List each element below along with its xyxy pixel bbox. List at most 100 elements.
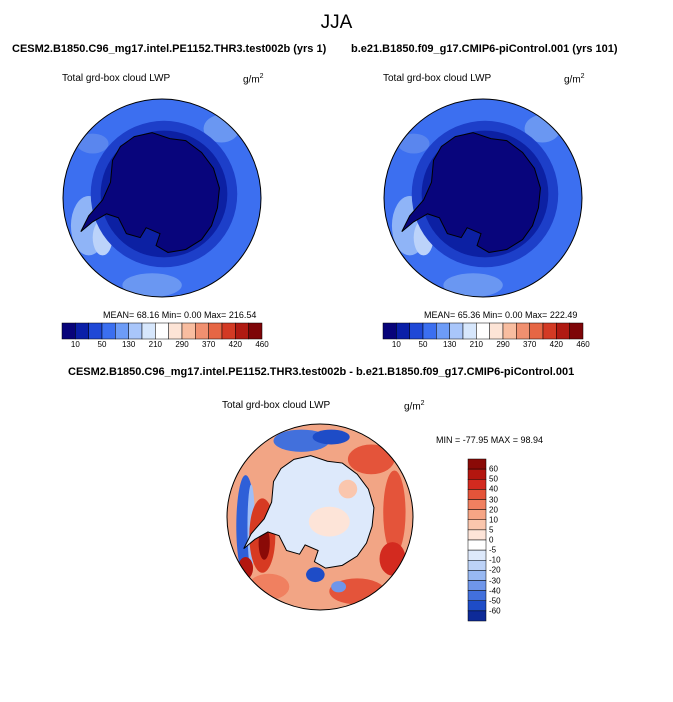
colorbar-tick-label: -50	[489, 596, 501, 606]
colorbar-box	[436, 322, 450, 340]
colorbar-box	[248, 322, 263, 340]
left-variable-label: Total grd-box cloud LWP	[62, 73, 171, 84]
colorbar-tick-label: 420	[228, 340, 243, 349]
map-field	[63, 99, 261, 297]
map-field	[227, 424, 413, 610]
colorbar-tick-label: 210	[148, 340, 163, 349]
colorbar-box	[462, 322, 477, 340]
colorbar-tick-label: 370	[201, 340, 216, 349]
colorbar-box	[88, 322, 103, 340]
colorbar-box	[235, 322, 249, 340]
left-map	[62, 98, 262, 298]
colorbar-tick-label: 50	[489, 474, 498, 484]
field-patch	[76, 133, 109, 154]
colorbar-box	[542, 322, 557, 340]
colorbar-box	[467, 549, 487, 561]
colorbar-tick-label: 290	[175, 340, 189, 349]
colorbar-box	[101, 322, 116, 340]
right-case-title: b.e21.B1850.f09_g17.CMIP6-piControl.001 …	[351, 43, 618, 55]
colorbar-box	[467, 529, 487, 541]
colorbar-tick-label: 130	[121, 340, 136, 349]
right-stats: MEAN= 65.36 Min= 0.00 Max= 222.49	[424, 310, 578, 320]
colorbar-box	[467, 610, 487, 622]
diff-variable-label: Total grd-box cloud LWP	[222, 400, 331, 411]
field-anomaly	[308, 506, 350, 537]
field-anomaly	[306, 567, 325, 583]
field-anomaly	[383, 470, 406, 555]
colorbar-tick-label: 210	[469, 340, 484, 349]
colorbar-tick-label: 40	[489, 484, 498, 494]
field-anomaly	[248, 573, 290, 600]
colorbar-box	[476, 322, 490, 340]
colorbar-box	[168, 322, 183, 340]
colorbar-box	[195, 322, 209, 340]
colorbar-tick-label: -60	[489, 606, 501, 616]
diff-case-title: CESM2.B1850.C96_mg17.intel.PE1152.THR3.t…	[68, 366, 575, 378]
colorbar-tick-label: 50	[418, 340, 428, 349]
colorbar-box	[115, 322, 129, 340]
colorbar-box	[61, 322, 76, 340]
colorbar-tick-label: 20	[489, 505, 498, 515]
map-border	[383, 98, 583, 298]
colorbar-tick-label: 290	[496, 340, 510, 349]
colorbar-tick-label: 10	[70, 340, 80, 349]
colorbar-box	[467, 600, 487, 612]
field-anomaly	[338, 479, 358, 499]
colorbar-box	[382, 322, 397, 340]
coastline	[401, 132, 541, 253]
colorbar-box	[467, 519, 487, 531]
field-anomaly	[331, 581, 347, 593]
colorbar-tick-label: 420	[549, 340, 564, 349]
right-variable-label: Total grd-box cloud LWP	[383, 73, 492, 84]
field-anomaly	[379, 542, 406, 576]
right-map	[383, 98, 583, 298]
colorbar-tick-label: -30	[489, 576, 501, 585]
colorbar-box	[467, 479, 487, 490]
colorbar-tick-label: -5	[489, 545, 497, 555]
left-stats: MEAN= 68.16 Min= 0.00 Max= 216.54	[103, 310, 257, 320]
colorbar-box	[396, 322, 410, 340]
figure-title: JJA	[320, 12, 353, 33]
field-anomaly	[238, 556, 254, 580]
colorbar-box	[181, 322, 196, 340]
right-colorbar-ticks: 10 50 130 210 290 370 420 460	[383, 340, 590, 352]
colorbar-box	[449, 322, 464, 340]
colorbar-box	[422, 322, 437, 340]
colorbar-box	[502, 322, 517, 340]
map-border	[226, 423, 414, 611]
colorbar-tick-label: -10	[489, 555, 501, 565]
right-units: g/m2	[564, 73, 585, 86]
colorbar-tick-label: 460	[255, 340, 269, 349]
right-colorbar	[382, 322, 584, 340]
colorbar-box	[467, 560, 487, 571]
colorbar-tick-label: 50	[97, 340, 107, 349]
field-patch	[397, 133, 430, 154]
colorbar-box	[467, 580, 487, 591]
colorbar-box	[75, 322, 89, 340]
colorbar-tick-label: 370	[522, 340, 537, 349]
colorbar-box	[208, 322, 223, 340]
diff-units: g/m2	[404, 400, 425, 413]
left-case-title: CESM2.B1850.C96_mg17.intel.PE1152.THR3.t…	[12, 43, 327, 55]
colorbar-box	[141, 322, 156, 340]
field-patch	[122, 273, 182, 297]
colorbar-tick-label: 5	[489, 525, 494, 535]
colorbar-box	[155, 322, 169, 340]
colorbar-box	[221, 322, 236, 340]
colorbar-box	[467, 590, 487, 601]
colorbar-box	[489, 322, 504, 340]
colorbar-box	[467, 499, 487, 510]
coastline	[243, 455, 375, 569]
colorbar-box	[409, 322, 424, 340]
diff-colorbar-ticks: 60 50 40 30 20 10 5 0 -5 -10 -20 -30 -40 -50 -60	[489, 459, 519, 621]
colorbar-tick-label: 130	[442, 340, 457, 349]
left-colorbar-ticks: 10 50 130 210 290 370 420 460	[62, 340, 269, 352]
colorbar-box	[467, 468, 487, 480]
field-anomaly	[347, 444, 395, 475]
map-field	[384, 99, 582, 297]
colorbar-box	[569, 322, 584, 340]
coastline	[80, 132, 220, 253]
field-anomaly	[312, 429, 350, 445]
colorbar-tick-label: -40	[489, 586, 501, 596]
diff-colorbar	[467, 458, 487, 622]
